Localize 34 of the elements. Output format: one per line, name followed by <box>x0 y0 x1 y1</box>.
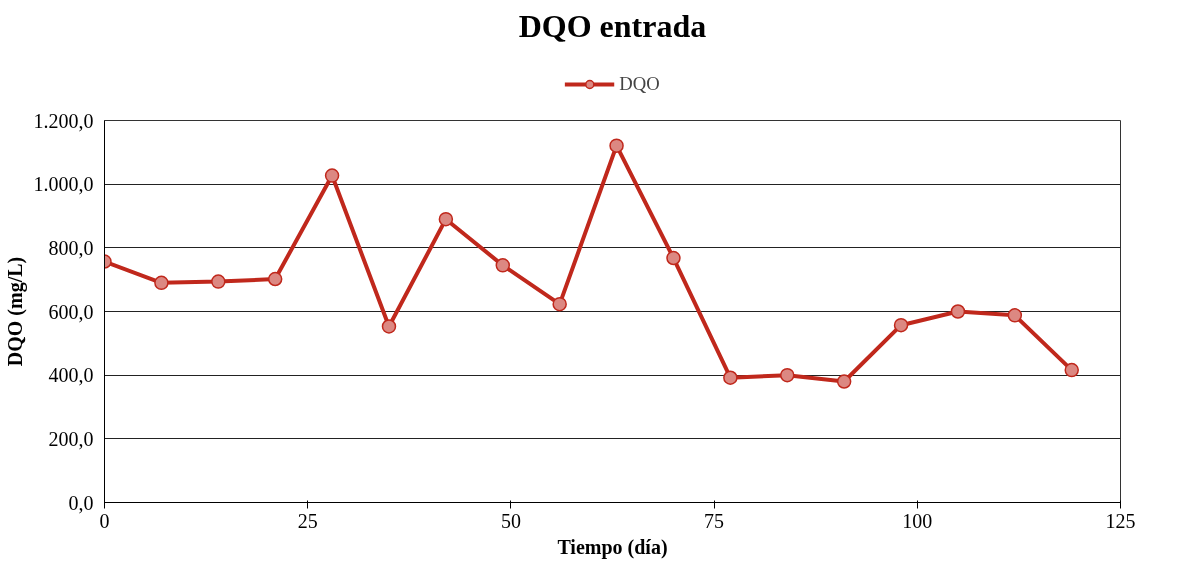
x-tick-label: 75 <box>704 509 725 532</box>
chart-title: DQO entrada <box>518 7 707 44</box>
point <box>893 317 909 333</box>
y-tick-label: 1.000,0 <box>33 173 94 196</box>
point <box>324 168 340 183</box>
point <box>438 211 454 227</box>
point <box>267 271 283 287</box>
legend-label: DQO <box>619 73 660 95</box>
y-tick-label: 400,0 <box>48 364 94 387</box>
y-tick-label: 800,0 <box>48 236 94 259</box>
y-tick-label: 600,0 <box>48 300 94 323</box>
x-tick-label: 125 <box>1105 509 1136 532</box>
x-tick-label: 25 <box>297 509 318 532</box>
point <box>666 250 681 266</box>
y-axis-title: DQO (mg/L) <box>3 256 27 367</box>
y-tick-label: 0,0 <box>68 491 94 514</box>
x-tick-label: 100 <box>902 509 933 532</box>
point <box>723 370 738 385</box>
y-tick-label: 200,0 <box>48 427 94 450</box>
point <box>609 138 624 153</box>
point <box>1007 308 1023 323</box>
point <box>950 304 966 319</box>
point <box>780 367 795 383</box>
y-tick-label: 1.200,0 <box>33 109 94 132</box>
point <box>211 274 226 289</box>
point <box>154 275 169 291</box>
x-tick-label: 0 <box>99 509 110 532</box>
point <box>1064 362 1079 378</box>
point <box>552 296 567 312</box>
x-tick-label: 50 <box>500 509 521 532</box>
point <box>495 258 511 273</box>
point <box>836 374 852 389</box>
point <box>381 319 397 334</box>
x-axis-title: Tiempo (día) <box>557 535 668 559</box>
